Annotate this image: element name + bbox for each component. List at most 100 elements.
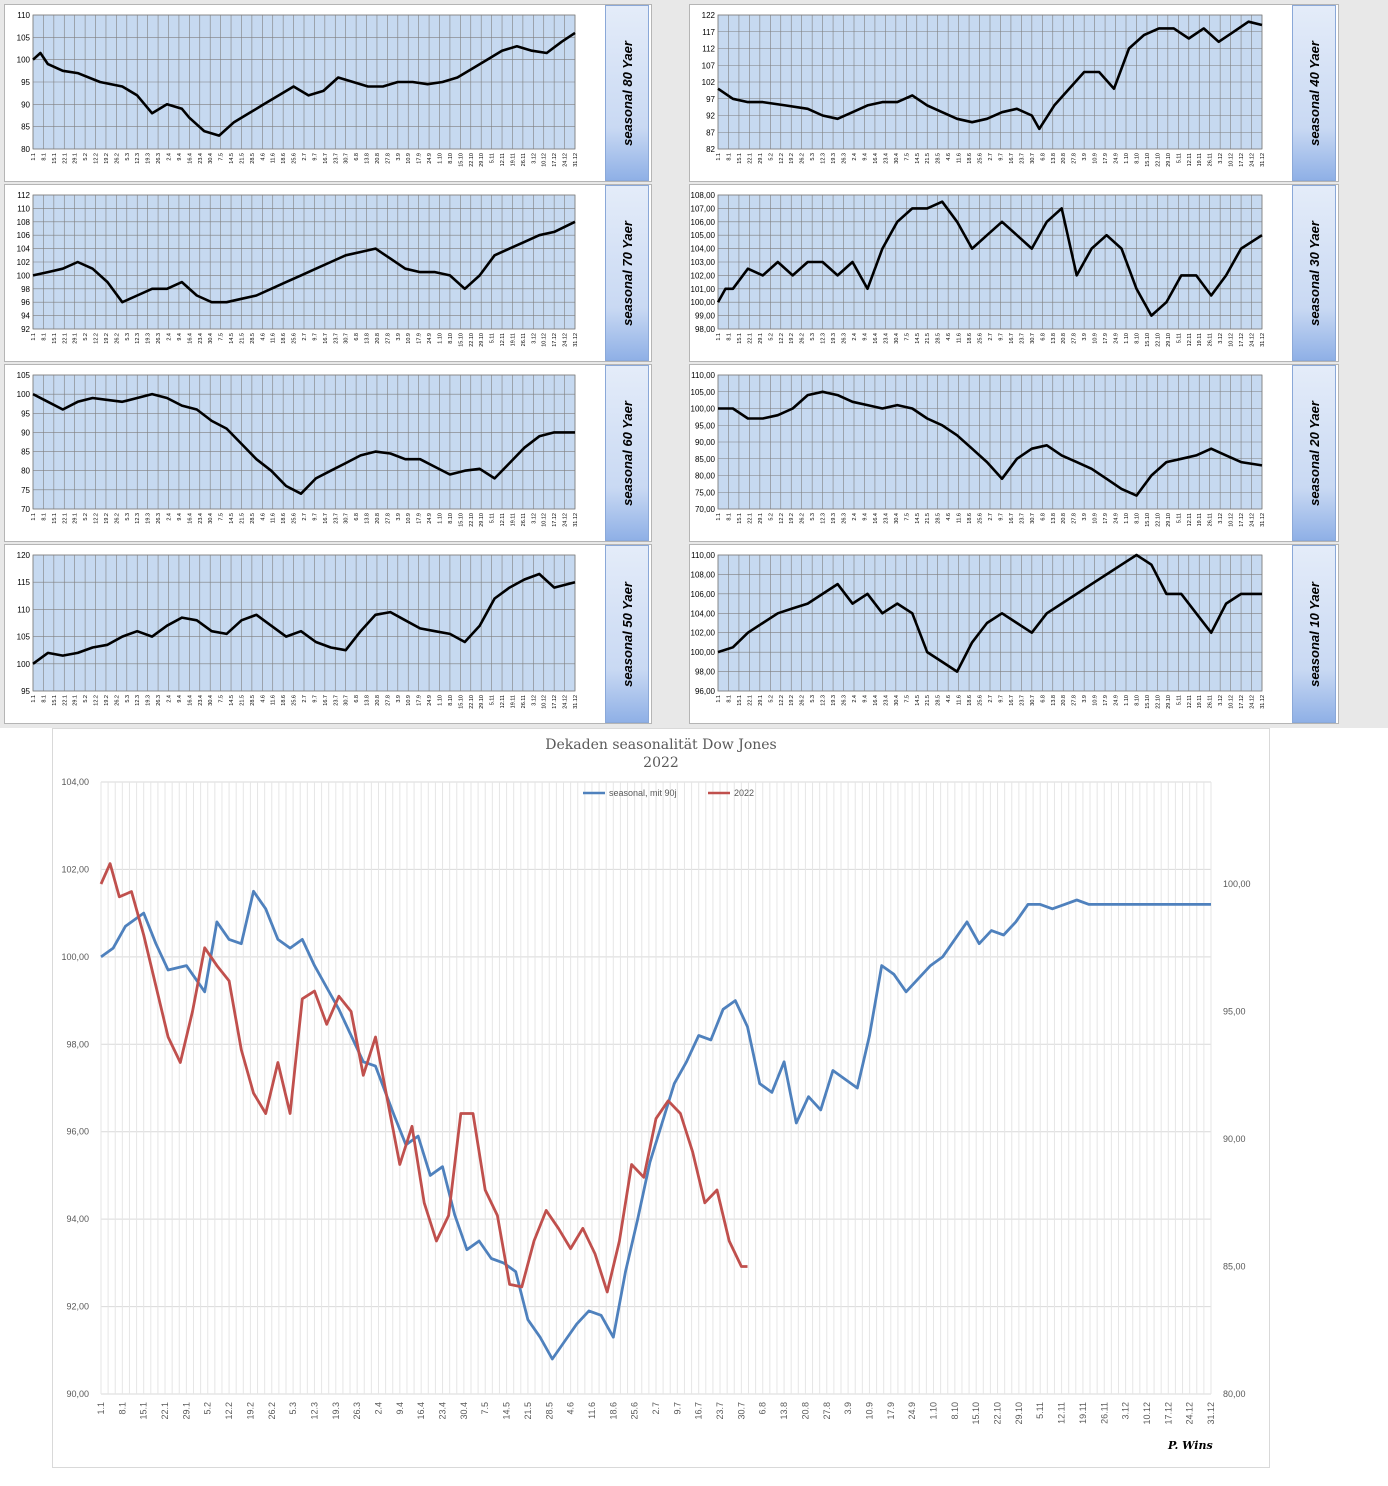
x-tick-label: 15.10 [1145, 513, 1151, 527]
x-tick-label: 23.4 [198, 695, 204, 706]
x-tick-label: 20.8 [375, 333, 381, 344]
x-tick-label: 3.9 [396, 153, 402, 161]
y-tick-label: 104,00 [691, 245, 716, 254]
x-tick-label: 1.1 [96, 1402, 106, 1415]
x-tick-label: 21.5 [925, 333, 931, 344]
x-tick-label: 18.6 [281, 333, 287, 344]
x-tick-label: 12.3 [821, 695, 827, 706]
x-tick-label: 14.5 [229, 333, 235, 344]
x-tick-label: 14.5 [229, 513, 235, 524]
x-tick-label: 8.1 [117, 1402, 127, 1415]
x-tick-label: 9.7 [312, 153, 318, 161]
x-tick-label: 17.12 [552, 513, 558, 527]
x-tick-label: 12.3 [309, 1402, 319, 1420]
x-tick-label: 30.7 [1030, 333, 1036, 344]
y-tick-label: 100 [17, 271, 31, 280]
x-tick-label: 22.10 [1155, 695, 1161, 709]
x-tick-label: 15.1 [139, 1402, 149, 1420]
x-tick-label: 24.12 [1250, 695, 1256, 709]
series-line-s50 [32, 572, 576, 665]
x-tick-label: 22.1 [160, 1402, 170, 1420]
x-tick-label: 3.9 [1082, 695, 1088, 703]
x-tick-label: 3.12 [1218, 153, 1224, 164]
x-tick-label: 11.6 [957, 153, 963, 163]
x-tick-label: 27.8 [1072, 153, 1078, 164]
x-tick-label: 18.6 [967, 695, 973, 706]
x-tick-label: 26.2 [114, 333, 120, 344]
x-tick-label: 2.4 [167, 513, 173, 521]
y-tick-label: 110,00 [691, 551, 715, 560]
x-tick-label: 7.5 [480, 1402, 490, 1415]
x-tick-label: 26.3 [842, 333, 848, 344]
plot-frame [32, 194, 576, 330]
x-tick-label: 30.7 [344, 695, 350, 706]
x-tick-label: 20.8 [1061, 695, 1067, 706]
x-tick-label: 10.12 [542, 513, 548, 527]
x-tick-label: 13.8 [365, 513, 371, 524]
x-tick-label: 19.11 [510, 333, 516, 346]
x-tick-label: 26.3 [156, 513, 162, 524]
x-tick-label: 4.6 [260, 513, 266, 521]
x-tick-label: 8.10 [448, 333, 454, 344]
x-tick-label: 9.7 [312, 333, 318, 341]
x-tick-label: 25.6 [292, 513, 298, 524]
y-tick-label: 104,00 [691, 609, 716, 618]
x-tick-label: 12.11 [1187, 333, 1193, 346]
x-tick-label: 13.8 [1051, 333, 1057, 344]
panel-s20: 70,00 75,00 80,00 85,00 90,00 95,00 100,00 105,… [689, 364, 1339, 542]
x-tick-label: 23.4 [883, 153, 889, 164]
x-tick-label: 5.11 [1035, 1402, 1045, 1419]
x-tick-label: 24.12 [1250, 513, 1256, 527]
x-tick-label: 24.12 [1250, 153, 1256, 167]
x-tick-label: 23.7 [333, 513, 339, 524]
y-tick-label: 94 [21, 312, 30, 321]
y-tick-label: 98,00 [66, 1039, 89, 1049]
plot-frame [717, 194, 1263, 330]
y-tick-label: 100,00 [691, 298, 716, 307]
plot-frame [717, 554, 1263, 692]
x-tick-label: 24.9 [427, 153, 433, 164]
x-tick-label: 12.3 [821, 513, 827, 524]
y-tick-label: 106,00 [691, 218, 716, 227]
x-tick-label: 19.2 [104, 333, 110, 344]
y-tick-label: 102,00 [691, 271, 716, 280]
x-tick-label: 10.9 [1093, 513, 1099, 524]
x-tick-label: 19.11 [1078, 1402, 1088, 1424]
y2-tick-label: 90,00 [1223, 1134, 1246, 1144]
x-tick-label: 18.6 [281, 695, 287, 706]
x-tick-label: 5.2 [83, 695, 89, 703]
y-tick-label: 112 [17, 191, 30, 200]
x-tick-label: 26.3 [156, 153, 162, 164]
x-tick-label: 10.12 [542, 695, 548, 709]
x-tick-label: 11.6 [271, 695, 277, 705]
x-tick-label: 17.9 [417, 153, 423, 164]
panel-chart-svg: 98,00 99,00 100,00 101,00 102,00 103,00 104,00… [691, 191, 1266, 347]
x-tick-label: 12.11 [1187, 153, 1193, 166]
x-tick-label: 19.11 [510, 695, 516, 708]
y-tick-label: 98,00 [695, 668, 716, 677]
main-chart: Dekaden seasonalität Dow Jones 2022 90,0… [52, 728, 1270, 1468]
y-tick-label: 96,00 [66, 1127, 89, 1137]
x-tick-label: 19.2 [104, 513, 110, 524]
x-tick-label: 24.12 [563, 333, 569, 347]
y-tick-label: 100,00 [61, 952, 89, 962]
x-tick-label: 22.1 [747, 153, 753, 164]
x-tick-label: 3.9 [396, 513, 402, 521]
x-tick-label: 15.1 [737, 695, 743, 706]
x-tick-label: 13.8 [779, 1402, 789, 1420]
x-tick-label: 5.3 [288, 1402, 298, 1415]
y-tick-label: 110 [17, 204, 30, 213]
x-tick-label: 28.5 [936, 695, 942, 706]
x-tick-label: 23.7 [333, 695, 339, 706]
x-tick-label: 2.7 [302, 695, 308, 703]
x-tick-label: 7.5 [904, 333, 910, 341]
y-tick-label: 105 [17, 633, 31, 642]
x-tick-label: 10.12 [1229, 333, 1235, 347]
x-tick-label: 5.11 [1176, 333, 1182, 343]
x-tick-label: 22.1 [62, 333, 68, 344]
x-tick-label: 30.4 [894, 333, 900, 344]
x-tick-label: 6.8 [354, 333, 360, 341]
x-tick-label: 19.3 [331, 1402, 341, 1420]
x-tick-label: 5.11 [490, 333, 496, 343]
x-tick-label: 2.4 [167, 333, 173, 341]
